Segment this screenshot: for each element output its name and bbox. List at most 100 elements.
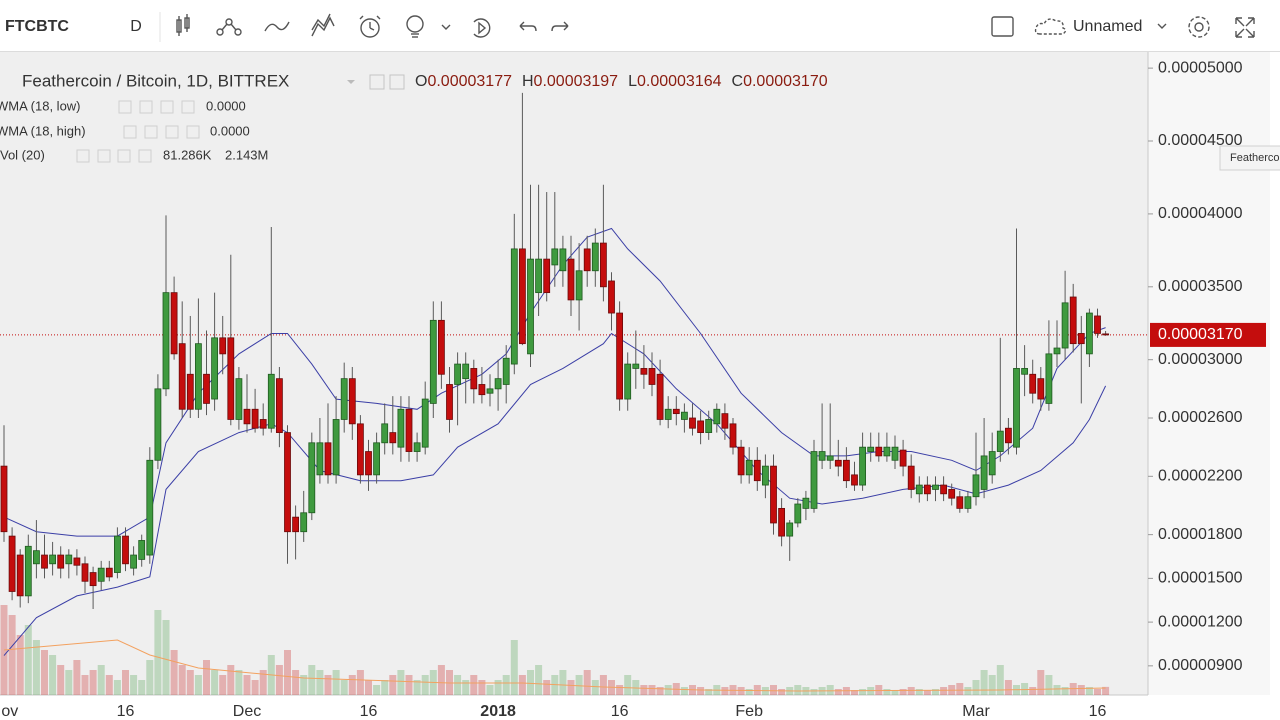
candle-body	[259, 419, 267, 429]
interval[interactable]: D	[130, 18, 142, 35]
candle-body	[964, 496, 972, 509]
candle-body	[535, 258, 542, 294]
indicator-controls[interactable]	[76, 149, 152, 163]
candle-body	[57, 554, 65, 569]
volume-bar	[186, 670, 194, 695]
volume-bar	[251, 680, 259, 695]
volume-bar	[316, 670, 324, 695]
eye-icon[interactable]	[369, 74, 385, 90]
candle-body	[510, 248, 518, 365]
volume-bar	[656, 687, 664, 695]
candle-body	[851, 474, 858, 486]
candle-body	[826, 455, 834, 461]
undo-icon[interactable]	[519, 21, 537, 32]
candle-body	[883, 446, 891, 457]
candle-body	[519, 248, 526, 345]
candle-body	[705, 419, 713, 433]
candle-body	[664, 408, 672, 420]
candle-body	[737, 446, 745, 476]
title-caret[interactable]	[347, 80, 355, 84]
candle-body	[114, 535, 121, 573]
layout-caret[interactable]	[1157, 23, 1167, 29]
indicator-controls[interactable]	[123, 125, 200, 139]
volume-bar	[697, 687, 705, 695]
candle-body	[786, 522, 794, 537]
indicators-icon[interactable]	[216, 18, 242, 36]
candle-body	[73, 557, 81, 566]
volume-bar	[97, 665, 105, 695]
volume-bar	[113, 680, 121, 695]
candle-body	[194, 343, 202, 410]
volume-bar	[348, 675, 356, 695]
volume-bar	[851, 690, 858, 695]
candle-body	[762, 465, 769, 486]
alert-icon[interactable]	[359, 15, 381, 38]
volume-bar	[437, 665, 445, 695]
candle-body	[778, 507, 785, 537]
candle-body	[729, 423, 737, 448]
ideas-icon[interactable]	[406, 15, 424, 38]
layout-name[interactable]: Unnamed	[1073, 18, 1142, 35]
candles-icon[interactable]	[176, 14, 190, 36]
volume-bar	[81, 675, 89, 695]
candle-body	[162, 292, 170, 390]
candle-body	[308, 442, 316, 514]
volume-bar	[65, 670, 73, 695]
symbol[interactable]: FTCBTC	[5, 18, 69, 35]
indicator-controls[interactable]	[118, 100, 195, 114]
compare-icon[interactable]	[264, 21, 290, 32]
y-tick-label: 0.00001800	[1158, 526, 1243, 543]
templates-icon[interactable]	[311, 13, 335, 37]
volume-bar	[599, 675, 607, 695]
volume-bar	[470, 675, 478, 695]
redo-icon[interactable]	[551, 21, 569, 32]
candle-body	[33, 550, 40, 565]
indicator-value: 0.0000	[206, 98, 246, 113]
candle-body	[948, 489, 956, 499]
candle-body	[502, 357, 510, 385]
candle-body	[146, 459, 154, 556]
indicator-value: 2.143M	[225, 147, 268, 162]
y-tick-label: 0.00002600	[1158, 409, 1243, 426]
ohlc-values: O0.00003177 H0.00003197 L0.00003164 C0.0000…	[415, 73, 828, 90]
volume-bar	[1085, 687, 1093, 695]
checkbox-icon[interactable]	[991, 16, 1014, 37]
candle-body	[348, 378, 356, 425]
volume-bar	[794, 685, 802, 695]
volume-bar	[1061, 687, 1069, 695]
candle-body	[1102, 333, 1109, 336]
volume-bar	[575, 675, 583, 695]
candle-body	[543, 258, 551, 294]
volume-bar	[73, 660, 81, 695]
volume-bar	[559, 670, 567, 695]
ideas-caret[interactable]	[441, 24, 451, 30]
volume-bar	[972, 680, 980, 695]
volume-bar	[405, 675, 413, 695]
candle-body	[600, 242, 607, 288]
volume-bar	[324, 675, 332, 695]
volume-bar	[24, 625, 32, 695]
candle-body	[235, 378, 243, 420]
cloud-icon[interactable]	[1034, 18, 1067, 35]
settings-icon[interactable]	[1188, 16, 1210, 38]
candle-body	[316, 442, 324, 476]
ohlc-value: 0.00003170	[743, 73, 828, 90]
candle-body	[980, 455, 988, 490]
volume-bar	[162, 620, 170, 695]
candle-body	[956, 496, 964, 509]
fullscreen-icon[interactable]	[1235, 17, 1255, 38]
volume-bar	[486, 685, 494, 695]
volume-bar	[664, 685, 672, 695]
volume-bar	[413, 680, 421, 695]
candle-body	[656, 373, 664, 420]
candle-body	[616, 312, 623, 400]
y-tick-label: 0.00002200	[1158, 468, 1243, 485]
candle-body	[753, 459, 761, 482]
settings-small-icon[interactable]	[389, 74, 405, 90]
volume-bar	[41, 650, 48, 695]
replay-icon[interactable]	[473, 18, 491, 38]
candle-body	[211, 337, 219, 400]
volume-bar	[518, 675, 526, 695]
volume-bar	[389, 675, 397, 695]
candle-body	[527, 258, 534, 355]
